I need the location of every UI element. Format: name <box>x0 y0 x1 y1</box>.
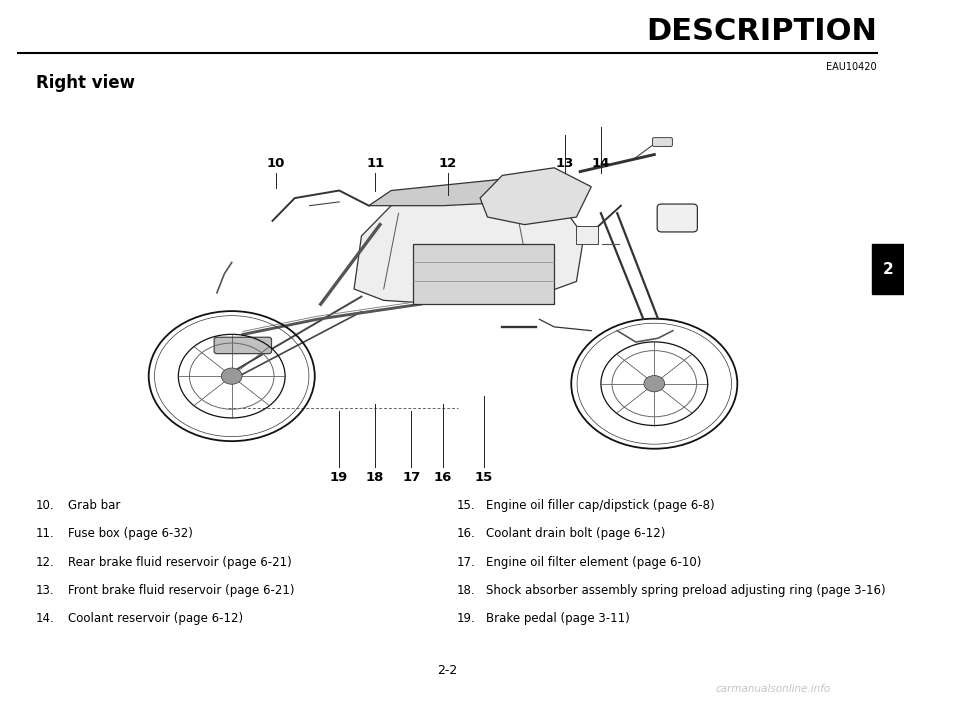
Text: Engine oil filler cap/dipstick (page 6-8): Engine oil filler cap/dipstick (page 6-8… <box>487 499 715 512</box>
Text: 11: 11 <box>366 157 384 170</box>
Text: 16.: 16. <box>457 527 475 540</box>
Text: Fuse box (page 6-32): Fuse box (page 6-32) <box>68 527 193 540</box>
Text: 14.: 14. <box>36 612 55 625</box>
Text: Grab bar: Grab bar <box>68 499 120 512</box>
Polygon shape <box>414 244 554 304</box>
FancyBboxPatch shape <box>653 137 672 147</box>
Text: Coolant reservoir (page 6-12): Coolant reservoir (page 6-12) <box>68 612 243 625</box>
Text: 15: 15 <box>474 471 492 484</box>
Text: Coolant drain bolt (page 6-12): Coolant drain bolt (page 6-12) <box>487 527 666 540</box>
Text: 10.: 10. <box>36 499 55 512</box>
Circle shape <box>644 375 664 392</box>
Text: 16: 16 <box>434 471 452 484</box>
Text: Brake pedal (page 3-11): Brake pedal (page 3-11) <box>487 612 630 625</box>
Text: 12: 12 <box>439 157 457 170</box>
FancyBboxPatch shape <box>658 204 697 232</box>
Text: 19.: 19. <box>457 612 475 625</box>
Text: Rear brake fluid reservoir (page 6-21): Rear brake fluid reservoir (page 6-21) <box>68 556 292 569</box>
Circle shape <box>222 368 242 384</box>
Polygon shape <box>480 168 591 224</box>
Text: Shock absorber assembly spring preload adjusting ring (page 3-16): Shock absorber assembly spring preload a… <box>487 584 886 597</box>
Text: Front brake fluid reservoir (page 6-21): Front brake fluid reservoir (page 6-21) <box>68 584 295 597</box>
Text: 10: 10 <box>267 157 285 170</box>
Text: EAU10420: EAU10420 <box>827 62 877 72</box>
Text: 12.: 12. <box>36 556 55 569</box>
Text: 15.: 15. <box>457 499 475 512</box>
Polygon shape <box>369 179 532 205</box>
Text: carmanualsonline.info: carmanualsonline.info <box>715 684 830 694</box>
Text: 17: 17 <box>402 471 420 484</box>
FancyBboxPatch shape <box>576 226 598 244</box>
Text: 19: 19 <box>330 471 348 484</box>
Text: Engine oil filter element (page 6-10): Engine oil filter element (page 6-10) <box>487 556 702 569</box>
FancyBboxPatch shape <box>214 337 272 353</box>
Text: 2-2: 2-2 <box>438 664 458 677</box>
Text: 17.: 17. <box>457 556 475 569</box>
Text: 18.: 18. <box>457 584 475 597</box>
Text: 2: 2 <box>883 261 894 277</box>
Text: 18: 18 <box>366 471 384 484</box>
Text: 13.: 13. <box>36 584 55 597</box>
Text: 11.: 11. <box>36 527 55 540</box>
Text: 13: 13 <box>556 157 574 170</box>
Polygon shape <box>354 190 584 304</box>
FancyBboxPatch shape <box>873 244 904 294</box>
Text: Right view: Right view <box>36 74 135 92</box>
Text: 14: 14 <box>592 157 611 170</box>
Text: DESCRIPTION: DESCRIPTION <box>646 17 877 46</box>
